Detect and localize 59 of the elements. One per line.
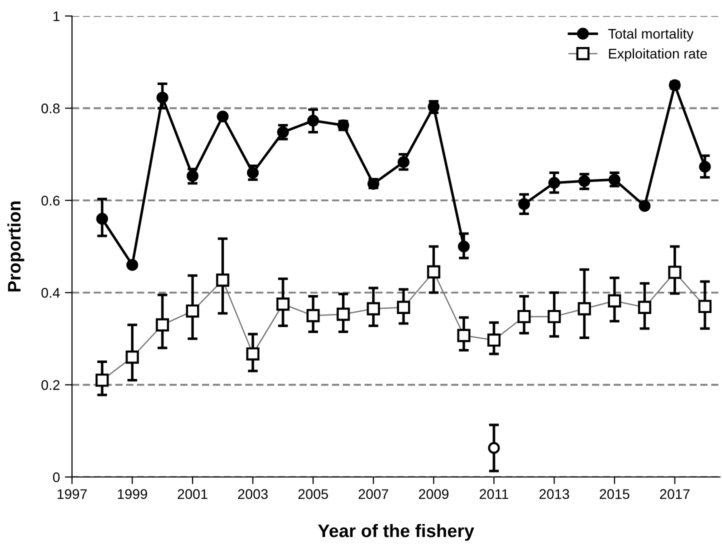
point xyxy=(96,212,108,225)
y-tick-label: 0.6 xyxy=(41,196,60,206)
point xyxy=(398,156,410,168)
x-tick-label: 1997 xyxy=(58,489,87,500)
point xyxy=(638,200,651,212)
point xyxy=(458,240,470,252)
point xyxy=(126,259,138,271)
x-tick-label: 1999 xyxy=(118,489,148,500)
point xyxy=(698,300,712,314)
point xyxy=(548,310,561,324)
point xyxy=(367,178,380,190)
x-tick-label: 2005 xyxy=(298,489,328,500)
point xyxy=(336,308,350,321)
point xyxy=(518,198,530,210)
point xyxy=(246,166,259,179)
point xyxy=(366,302,380,316)
point xyxy=(608,294,622,308)
point xyxy=(578,302,591,316)
legend-label: Exploitation rate xyxy=(609,48,707,62)
y-tick-label: 1 xyxy=(54,11,60,22)
y-tick-label: 0.2 xyxy=(41,380,60,390)
point xyxy=(699,160,711,173)
point xyxy=(517,310,531,324)
x-tick-label: 2009 xyxy=(418,489,448,500)
point xyxy=(216,110,229,122)
x-tick-label: 2003 xyxy=(238,489,268,500)
y-tick-label: 0 xyxy=(53,472,60,482)
point xyxy=(396,300,410,314)
legend-label: Total mortality xyxy=(608,28,694,42)
point xyxy=(457,328,470,342)
point xyxy=(186,304,200,318)
x-tick-label: 2015 xyxy=(600,489,630,500)
point xyxy=(307,114,320,127)
y-tick-label: 0.4 xyxy=(41,288,60,298)
y-axis-title: Proportion xyxy=(7,201,24,292)
point xyxy=(156,92,168,104)
x-tick-label: 2001 xyxy=(178,489,208,500)
point xyxy=(638,300,652,314)
x-tick-label: 2007 xyxy=(358,489,388,500)
point xyxy=(306,309,320,322)
point xyxy=(216,274,230,287)
point xyxy=(487,333,501,347)
point xyxy=(548,176,560,189)
x-tick-label: 2017 xyxy=(660,489,690,500)
point xyxy=(608,174,620,186)
point xyxy=(668,266,682,279)
point xyxy=(578,175,590,187)
point xyxy=(156,318,170,332)
point xyxy=(126,350,139,364)
x-tick-label: 2013 xyxy=(539,489,570,500)
x-tick-label: 2011 xyxy=(480,489,508,500)
point xyxy=(246,347,260,361)
point xyxy=(276,298,290,311)
point xyxy=(96,374,109,387)
y-tick-label: 0.8 xyxy=(41,104,60,114)
point xyxy=(488,442,500,454)
x-axis-title: Year of the fishery xyxy=(318,524,474,541)
point xyxy=(427,265,440,278)
point xyxy=(186,170,198,182)
